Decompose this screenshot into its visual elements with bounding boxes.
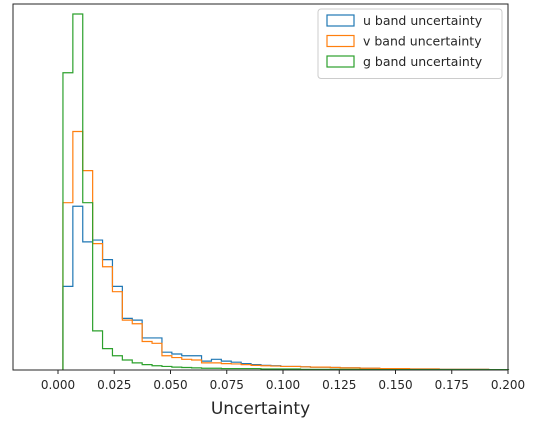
series-2-histogram xyxy=(62,130,510,371)
plot-frame xyxy=(12,3,509,371)
x-tick-label: 0.025 xyxy=(97,378,131,392)
x-tick-label: 0.050 xyxy=(153,378,187,392)
legend: u band uncertainty v band uncertainty g ba… xyxy=(317,8,503,79)
x-tick-label: 0.200 xyxy=(491,378,525,392)
x-tick-label: 0.175 xyxy=(435,378,469,392)
x-tick-label: 0.075 xyxy=(210,378,244,392)
legend-label: u band uncertainty xyxy=(363,13,483,28)
x-tick-label: 0.150 xyxy=(378,378,412,392)
legend-swatch xyxy=(326,34,355,48)
series-1-histogram xyxy=(62,205,510,371)
legend-swatch xyxy=(326,55,355,68)
x-axis: 0.000 0.025 0.050 0.075 0.100 0.125 0.150 0.175… xyxy=(41,370,525,392)
legend-label: v band uncertainty xyxy=(363,34,482,49)
legend-box xyxy=(317,8,503,79)
legend-label: g band uncertainty xyxy=(363,54,483,69)
x-tick-label: 0.000 xyxy=(41,378,75,392)
x-tick-label: 0.125 xyxy=(322,378,356,392)
legend-swatch xyxy=(326,14,355,27)
x-axis-label: Uncertainty xyxy=(211,399,310,419)
x-tick-label: 0.100 xyxy=(266,378,300,392)
